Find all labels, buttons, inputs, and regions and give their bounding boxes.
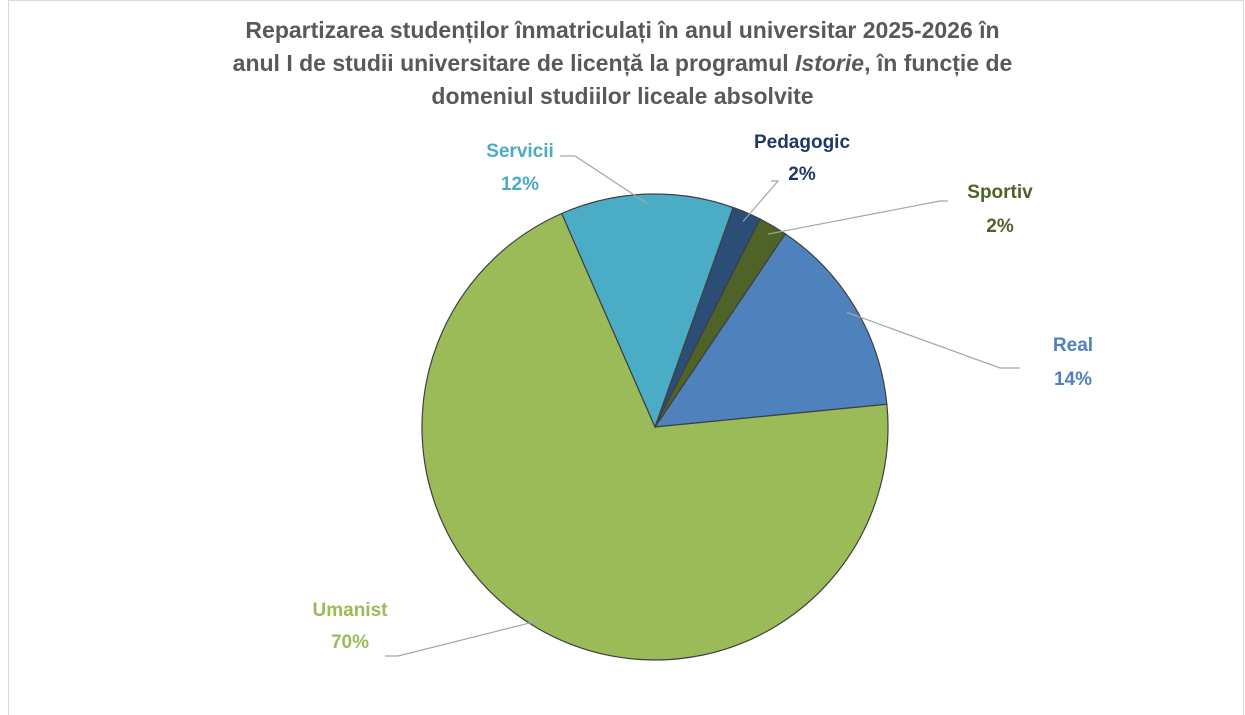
title-line: domeniul studiilor liceale absolvite xyxy=(431,83,814,109)
data-label-name: Real xyxy=(1053,335,1093,356)
data-label-name: Sportiv xyxy=(967,182,1033,203)
data-label-value: 2% xyxy=(986,216,1014,237)
data-label-name: Umanist xyxy=(313,600,389,621)
leader-line xyxy=(768,200,948,235)
title-italic: Istorie xyxy=(795,50,865,76)
chart-frame xyxy=(8,0,1244,715)
leader-line xyxy=(560,155,648,204)
title-line: , în funcție de xyxy=(864,50,1013,76)
leader-line xyxy=(846,311,1020,369)
data-label-name: Servicii xyxy=(486,141,554,162)
data-label-value: 2% xyxy=(788,164,816,185)
leader-line xyxy=(385,619,542,657)
pie-slice xyxy=(421,212,889,661)
data-label-name: Pedagogic xyxy=(754,132,851,153)
title-line: Repartizarea studenților înmatriculați î… xyxy=(245,17,1000,43)
pie-slice xyxy=(654,218,787,428)
pie-slice xyxy=(560,193,734,429)
title-line: anul I de studii universitare de licență… xyxy=(232,50,796,76)
data-label-value: 70% xyxy=(331,632,369,653)
chart-title: Repartizarea studenților înmatriculați î… xyxy=(0,14,1245,113)
data-label-value: 14% xyxy=(1054,369,1092,390)
leader-line xyxy=(742,180,780,222)
data-label-value: 12% xyxy=(501,174,539,195)
pie-slice xyxy=(653,233,888,428)
